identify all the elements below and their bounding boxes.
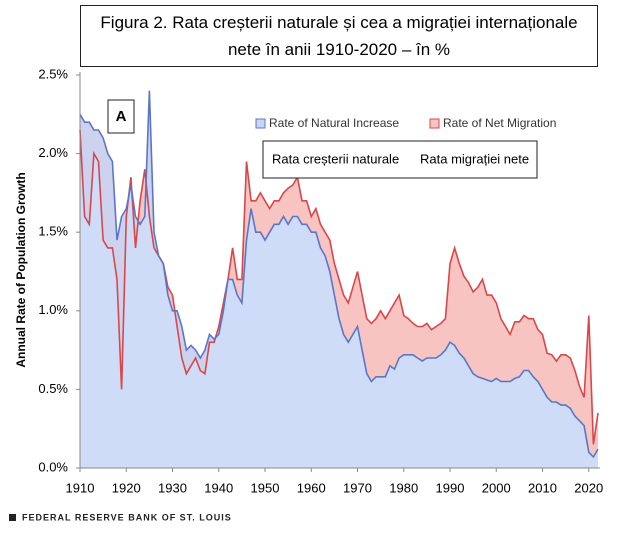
chart-title-text: Figura 2. Rata creșterii naturale și cea… [100, 13, 578, 59]
x-tick-label: 1920 [112, 480, 141, 495]
annotation-box [107, 99, 135, 134]
x-tick-label: 1980 [389, 480, 418, 495]
y-tick-label: 1.0% [38, 302, 68, 317]
y-tick-label: 2.0% [38, 145, 68, 160]
y-tick-label: 1.5% [38, 224, 68, 239]
chart-title: Figura 2. Rata creșterii naturale și cea… [80, 5, 598, 67]
legend-translation: Rata creșterii naturale [272, 151, 399, 166]
y-tick-label: 0.5% [38, 381, 68, 396]
y-axis-label: Annual Rate of Population Growth [14, 172, 28, 367]
x-tick-label: 1950 [251, 480, 280, 495]
line [79, 90, 599, 459]
legend-translation: Rata migrației nete [420, 151, 529, 166]
x-tick-label: 1960 [297, 480, 326, 495]
x-tick-label: 1990 [436, 480, 465, 495]
x-tick-label: 1910 [66, 480, 95, 495]
legend-label: Rate of Net Migration [443, 116, 556, 130]
x-tick-label: 2010 [528, 480, 557, 495]
x-tick-label: 1970 [343, 480, 372, 495]
x-tick-label: 1940 [204, 480, 233, 495]
y-tick-label: 2.5% [38, 66, 68, 81]
plot-area [79, 90, 599, 468]
translation-box [262, 140, 538, 179]
y-tick-label: 0.0% [38, 459, 68, 474]
source: FEDERAL RESERVE BANK OF ST. LOUIS [22, 512, 232, 522]
legend-swatch [255, 118, 266, 129]
source-icon [9, 514, 16, 521]
x-tick-label: 1930 [158, 480, 187, 495]
area [80, 90, 598, 468]
legend-label: Rate of Natural Increase [269, 116, 399, 130]
annotation: A [116, 108, 127, 125]
x-tick-label: 2020 [574, 480, 603, 495]
legend-swatch [429, 118, 440, 129]
x-tick-label: 2000 [482, 480, 511, 495]
